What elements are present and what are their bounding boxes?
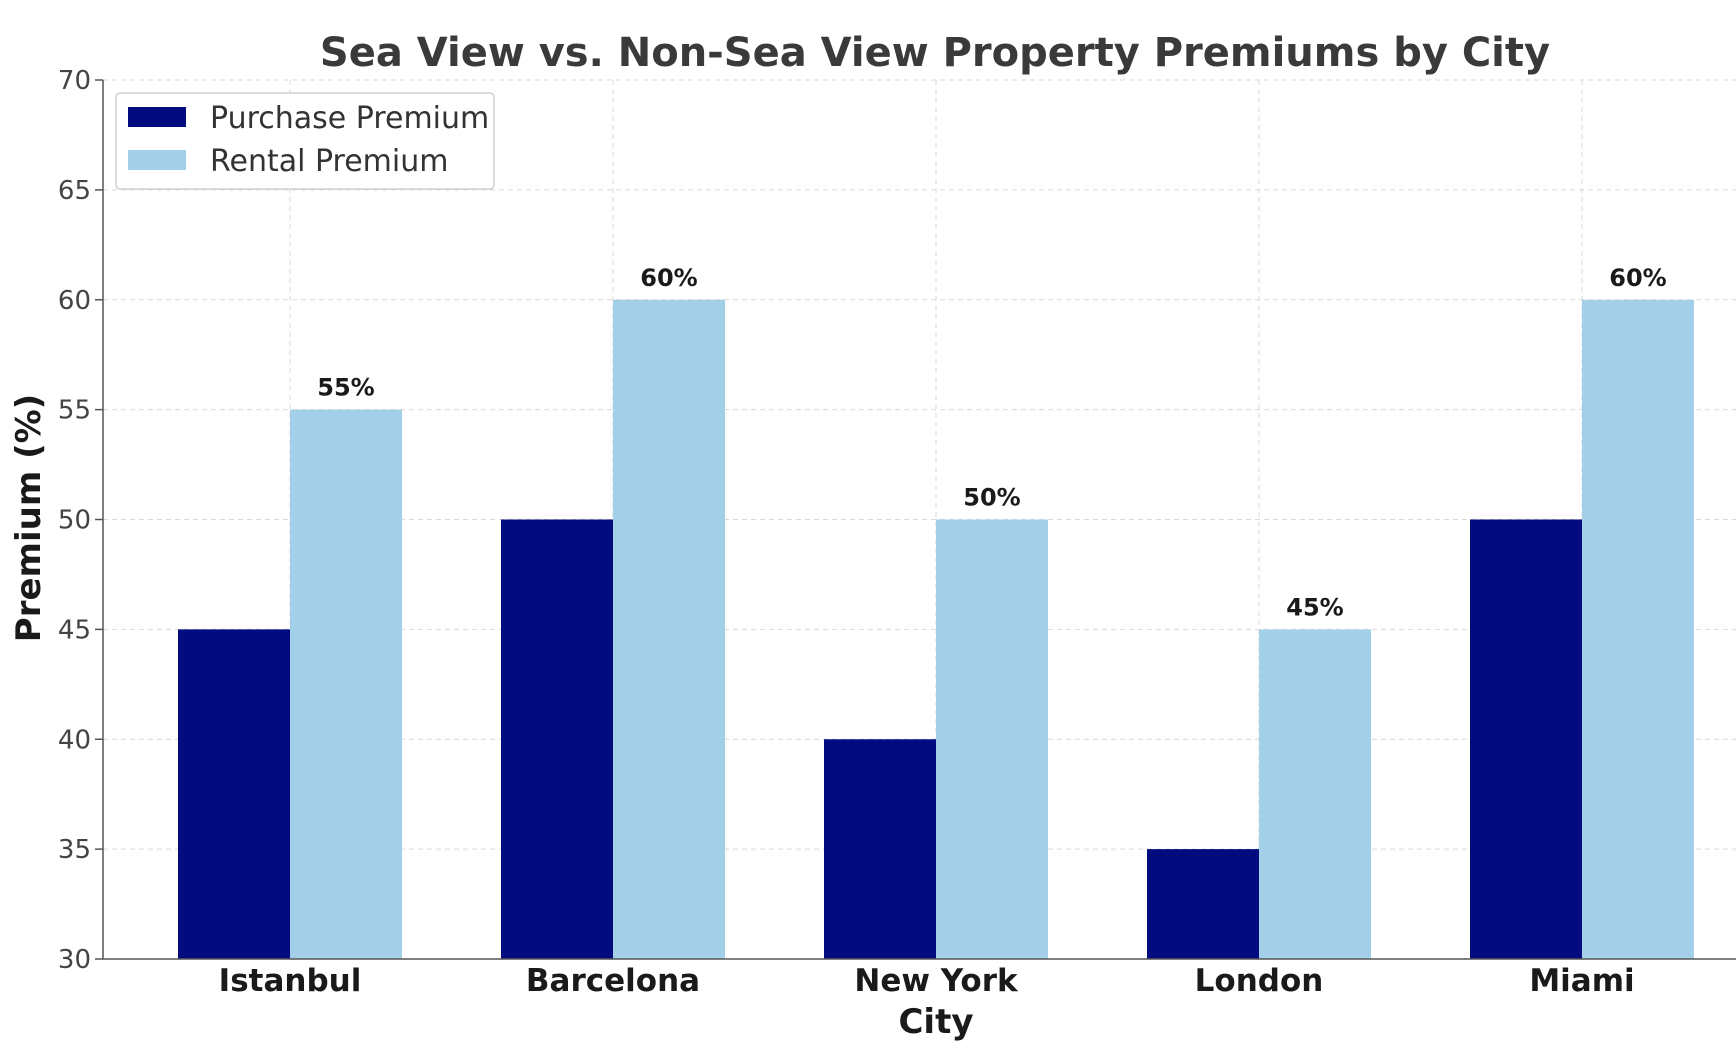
y-tick-label: 30 (58, 945, 91, 975)
bar-rental-premium (936, 519, 1048, 959)
x-tick-label: Barcelona (526, 963, 700, 999)
bar-data-label: 60% (1609, 264, 1666, 292)
x-axis-label: City (898, 1002, 973, 1042)
bar-purchase-premium (1470, 519, 1582, 959)
bar-data-label: 45% (1286, 593, 1343, 621)
bar-rental-premium (290, 409, 402, 959)
bar-purchase-premium (501, 519, 613, 959)
bars (178, 299, 1694, 959)
x-tick-label: New York (854, 963, 1019, 999)
legend: Purchase Premium Rental Premium (115, 92, 495, 190)
y-tick-label: 70 (58, 66, 91, 96)
bar-data-label: 50% (963, 484, 1020, 512)
legend-swatch-purchase (128, 107, 186, 127)
y-tick-label: 45 (58, 615, 91, 645)
data-labels: 55% 60% 50% 45% 60% (317, 264, 1666, 622)
chart-title: Sea View vs. Non-Sea View Property Premi… (320, 30, 1550, 76)
axes: 30 35 40 45 50 55 60 65 70 Istanbul Barcelona New Y… (58, 66, 1736, 999)
bar-purchase-premium (1147, 849, 1259, 959)
legend-swatch-rental (128, 150, 186, 170)
y-tick-label: 35 (58, 835, 91, 865)
y-axis-label: Premium (%) (9, 394, 49, 642)
legend-label-rental: Rental Premium (210, 144, 448, 179)
y-tick-label: 60 (58, 286, 91, 316)
bar-rental-premium (1259, 629, 1371, 959)
y-tick-label: 40 (58, 725, 91, 755)
bar-data-label: 60% (640, 264, 697, 292)
x-tick-label: Istanbul (219, 963, 362, 999)
legend-label-purchase: Purchase Premium (210, 101, 489, 136)
bar-purchase-premium (178, 629, 290, 959)
bar-data-label: 55% (317, 374, 374, 402)
bar-purchase-premium (824, 739, 936, 959)
y-tick-label: 65 (58, 176, 91, 206)
x-tick-label: Miami (1529, 963, 1634, 999)
x-tick-label: London (1195, 963, 1324, 999)
bar-rental-premium (1582, 299, 1694, 959)
legend-box (115, 92, 495, 190)
y-tick-label: 55 (58, 396, 91, 426)
y-tick-label: 50 (58, 506, 91, 536)
bar-rental-premium (613, 299, 725, 959)
